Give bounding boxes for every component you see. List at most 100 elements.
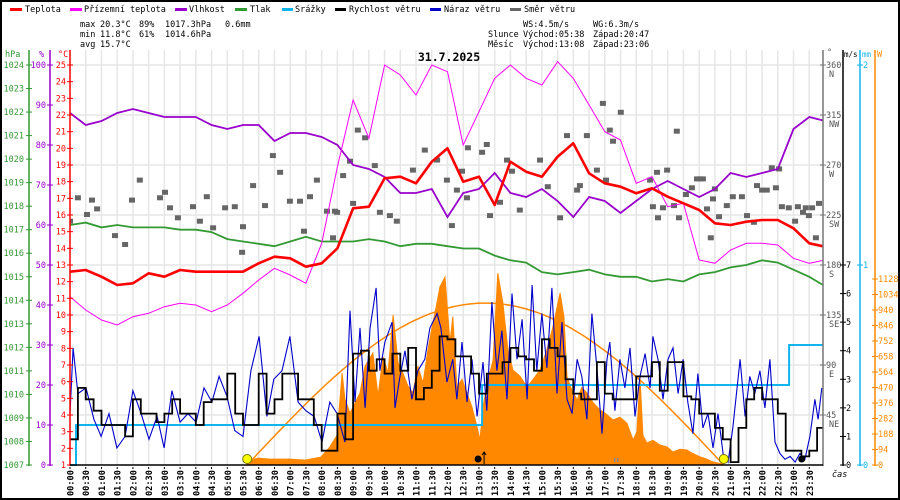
wind-direction-point xyxy=(350,200,357,206)
wind-direction-point xyxy=(710,196,716,202)
wind-speed-axis-unit: m/s xyxy=(844,50,858,59)
wind-direction-point xyxy=(448,223,455,229)
wind-direction-point xyxy=(479,149,486,155)
solar-tick-label: 470 xyxy=(878,384,893,394)
gray-event-marker xyxy=(614,458,619,462)
wind-direction-point xyxy=(688,185,695,191)
temperature-tick-label: 20 xyxy=(56,144,66,154)
wind-direction-point xyxy=(386,213,393,219)
x-tick-label: 15:00 xyxy=(538,470,548,496)
stats-max-precipitation: 0.6mm xyxy=(225,20,251,30)
legend-label: Náraz větru xyxy=(444,5,500,15)
stats-avg-label: avg xyxy=(80,40,95,50)
humidity-line xyxy=(70,108,823,219)
wind-direction-point xyxy=(574,187,581,193)
wind-direction-point xyxy=(324,208,330,214)
wind-direction-point xyxy=(792,218,799,224)
wind-direction-point xyxy=(759,187,766,193)
x-tick-label: 02:00 xyxy=(129,470,139,496)
temperature-tick-label: 21 xyxy=(56,128,66,138)
temperature-tick-label: 18 xyxy=(56,178,66,188)
precipitation-tick-label: 1 xyxy=(863,261,868,271)
x-tick-label: 05:00 xyxy=(224,470,234,496)
wind-direction-point xyxy=(376,209,383,215)
axes: 1007100810091010101110121013101410151016… xyxy=(4,50,898,471)
wind-direction-point xyxy=(84,212,90,217)
wind-speed-tick-label: 1 xyxy=(846,432,851,442)
x-tick-label: 18:30 xyxy=(649,470,659,496)
wind-direction-point xyxy=(286,198,293,204)
wind-direction-point xyxy=(167,205,173,211)
wind-direction-point xyxy=(231,204,238,210)
x-tick-label: 16:30 xyxy=(586,470,596,496)
wind-direction-point xyxy=(269,153,276,159)
humidity-tick-label: 60 xyxy=(36,221,46,231)
wind-direction-point xyxy=(738,194,745,200)
gray-event-marker-bar xyxy=(614,458,616,462)
wind-direction-point xyxy=(464,195,470,201)
pressure-axis: 1007 1008 1009 1010 1011 1012 1013 1014 1015 1016… xyxy=(4,50,32,471)
pressure-tick-label: 1018 xyxy=(4,202,24,212)
wind-direction-point xyxy=(162,189,168,195)
temperature-tick-label: 22 xyxy=(56,111,66,121)
wind-direction-point xyxy=(70,218,73,224)
temperature-tick-label: 16 xyxy=(56,211,66,221)
stats-min-label: min xyxy=(80,30,95,40)
astro-markers xyxy=(242,451,806,464)
wind-direction-point xyxy=(812,235,819,241)
wind-direction-point xyxy=(487,213,493,219)
pressure-tick-label: 1012 xyxy=(4,343,24,353)
wind-direction-point xyxy=(136,177,143,183)
wind-direction-point xyxy=(307,194,313,200)
legend-swatch xyxy=(175,8,187,11)
legend-label: Srážky xyxy=(295,5,326,15)
wind-direction-axis-unit: ° xyxy=(827,48,832,58)
wind-direction-tick-label: 270 xyxy=(826,161,841,171)
temperature-tick-label: 14 xyxy=(56,244,66,254)
wind-direction-point xyxy=(583,133,590,139)
humidity-tick-label: 80 xyxy=(36,141,46,151)
wind-direction-point xyxy=(699,176,706,182)
stats-min-temperature: 11.8°C xyxy=(100,30,131,40)
wind-direction-point xyxy=(660,205,666,211)
wind-direction-point xyxy=(203,194,210,200)
precipitation-axis-unit: mm xyxy=(862,50,872,59)
solar-radiation-area xyxy=(246,273,823,466)
legend-item-wind-direction: Směr větru xyxy=(510,5,575,15)
x-tick-label: 22:00 xyxy=(759,470,769,496)
pressure-axis-unit: hPa xyxy=(5,50,20,60)
wind-direction-point xyxy=(174,215,181,221)
ground-temperature-line xyxy=(70,60,823,326)
wind-direction-point xyxy=(464,145,471,151)
wind-direction-point xyxy=(772,185,779,191)
wind-speed-tick-label: 7 xyxy=(846,261,851,271)
wind-direction-compass-label: NW xyxy=(829,120,840,130)
moon-label: Měsíc xyxy=(488,40,514,50)
x-tick-label: 02:30 xyxy=(145,470,155,496)
stats-max-temperature: 20.3°C xyxy=(100,20,131,30)
wind-direction-tick-label: 135 xyxy=(826,311,841,321)
temperature-tick-label: 13 xyxy=(56,261,66,271)
wind-direction-compass-label: SE xyxy=(829,320,839,330)
moonset-marker xyxy=(798,455,806,463)
wind-speed-summary: WS:4.5m/s xyxy=(523,20,569,30)
precipitation-tick-label: 2 xyxy=(863,61,868,71)
wind-speed-tick-label: 0 xyxy=(846,461,851,471)
wind-direction-tick-label: 45 xyxy=(826,411,836,421)
pressure-tick-label: 1022 xyxy=(4,108,24,118)
wind-direction-point xyxy=(537,157,543,163)
wind-speed-tick-label: 2 xyxy=(846,404,851,414)
x-tick-label: 05:30 xyxy=(240,470,250,496)
wind-direction-point xyxy=(816,200,822,206)
wind-direction-point xyxy=(459,168,465,174)
pressure-tick-label: 1020 xyxy=(4,155,24,165)
wind-direction-point xyxy=(239,249,246,255)
x-tick-label: 04:00 xyxy=(192,470,202,496)
x-tick-label: 00:30 xyxy=(82,470,92,496)
wind-direction-point xyxy=(443,177,450,183)
x-tick-label: 16:00 xyxy=(570,470,580,496)
legend-label: Vlhkost xyxy=(189,5,225,15)
temperature-tick-label: 12 xyxy=(56,278,66,288)
